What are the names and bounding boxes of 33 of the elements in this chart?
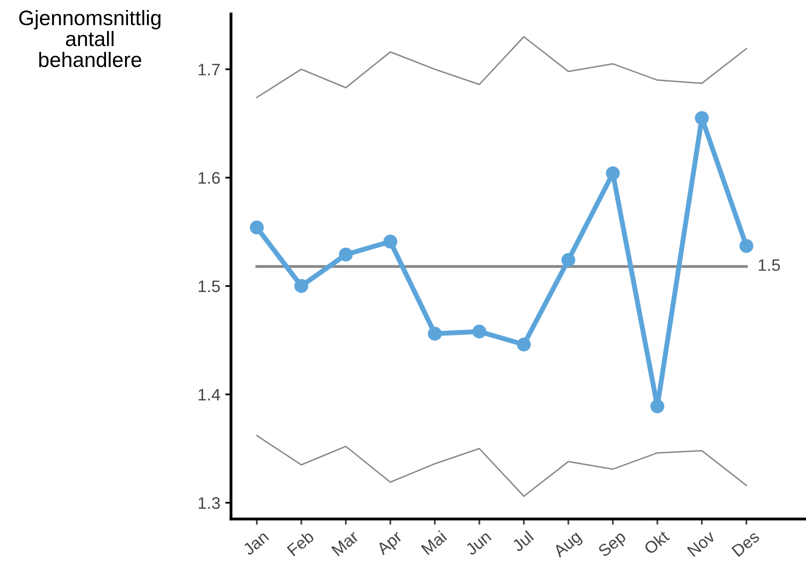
point xyxy=(250,220,264,234)
x-tick-label: Sep xyxy=(597,530,629,560)
point xyxy=(694,111,709,125)
point xyxy=(516,338,531,352)
point xyxy=(739,238,754,253)
line-series xyxy=(256,434,748,497)
x-tick-label: Apr xyxy=(376,530,406,558)
x-tick-label: Jul xyxy=(510,530,534,552)
x-tick-label: Mai xyxy=(420,530,448,556)
x-tick-label: Jun xyxy=(464,530,492,556)
x-tick-label: Jan xyxy=(242,530,270,556)
y-tick-label: 1.5 xyxy=(198,280,220,292)
point xyxy=(650,399,664,414)
x-tick-label: Okt xyxy=(643,529,670,555)
point xyxy=(472,324,486,338)
point xyxy=(428,326,442,341)
y-tick-label: 1.4 xyxy=(198,388,220,400)
y-tick-label: 1.3 xyxy=(198,497,220,509)
x-tick-label: Aug xyxy=(552,530,584,560)
x-tick-label: Feb xyxy=(286,530,315,556)
y-tick-label: 1.6 xyxy=(198,172,220,184)
point xyxy=(294,279,308,293)
x-tick-label: Nov xyxy=(686,530,716,557)
y-axis-title: Gjennomsnittlig antall behandlere xyxy=(19,10,160,68)
point xyxy=(338,248,353,262)
y-tick-label: 1.7 xyxy=(198,64,220,76)
point xyxy=(561,253,576,267)
x-tick-label: Des xyxy=(731,530,760,557)
ref-line-label: 1.5 xyxy=(758,259,780,271)
line-series xyxy=(256,36,748,98)
x-tick-label: Mar xyxy=(331,530,360,556)
point xyxy=(606,166,620,180)
point xyxy=(383,234,398,249)
